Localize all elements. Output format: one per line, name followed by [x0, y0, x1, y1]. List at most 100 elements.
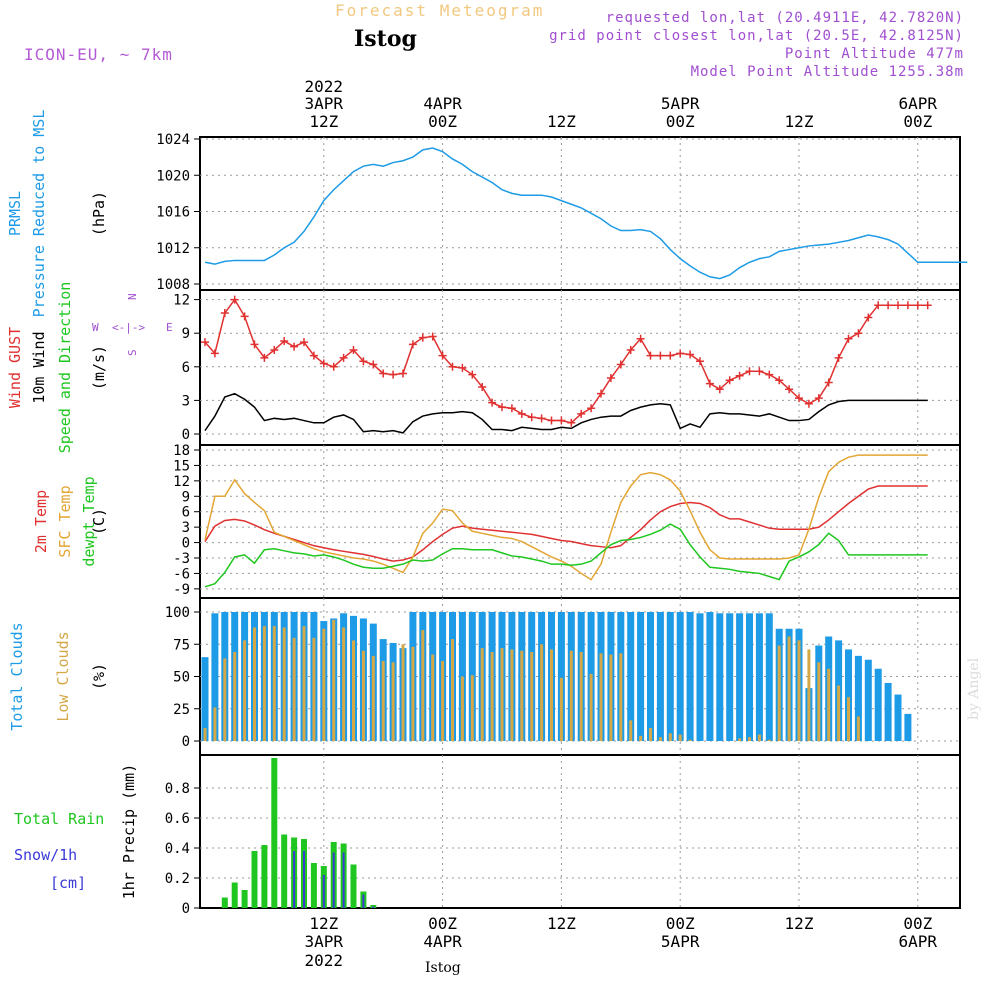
cloud-bar: [656, 612, 664, 741]
cloud-bar: [550, 649, 553, 741]
cloud-bar: [470, 675, 474, 741]
cloud-bar: [569, 650, 573, 741]
cloud-bar: [726, 613, 734, 741]
cloud-bar: [845, 649, 852, 741]
gust-marker: [399, 369, 407, 378]
y-tick-label: 0: [182, 901, 190, 917]
cloud-bar: [696, 613, 704, 741]
gust-marker: [220, 309, 229, 318]
y-axis-label: (C): [90, 508, 108, 535]
cloud-bar: [589, 673, 593, 741]
cloud-bar: [817, 662, 821, 741]
y-tick-label: 9: [182, 489, 190, 505]
gust-marker: [309, 351, 318, 360]
cloud-bar: [381, 661, 385, 741]
gust-marker: [864, 313, 873, 322]
gust-marker: [735, 371, 744, 380]
compass-n: N: [126, 293, 139, 300]
cloud-bar: [874, 668, 882, 741]
cloud-bar: [807, 649, 811, 741]
cloud-bar: [706, 612, 714, 741]
gust-marker: [804, 399, 813, 408]
gust-marker: [834, 353, 843, 362]
cloud-bar: [629, 720, 633, 741]
cloud-bar: [609, 654, 613, 741]
gust-marker: [656, 351, 665, 360]
y-tick-label: 25: [173, 702, 190, 718]
gust-marker: [884, 301, 893, 310]
gust-marker: [646, 351, 655, 360]
time-label: 5APR: [661, 932, 700, 951]
gust-marker: [913, 301, 922, 310]
gust-marker: [567, 418, 576, 427]
cloud-bar: [391, 662, 395, 741]
precip-bar: [322, 875, 325, 908]
cloud-bar: [352, 640, 355, 741]
gust-marker: [775, 376, 784, 385]
cloud-bar: [856, 716, 860, 741]
legend-label: Speed and Direction: [56, 282, 74, 454]
legend-label: Total Clouds: [8, 622, 26, 730]
y-tick-label: 1012: [156, 241, 190, 257]
cloud-bar: [213, 707, 217, 741]
gust-marker: [300, 338, 308, 347]
gust-marker: [824, 378, 833, 387]
gust-marker: [725, 376, 734, 385]
gust-marker: [696, 357, 704, 366]
gust-marker: [577, 409, 586, 418]
cloud-bar: [530, 651, 534, 741]
time-label: 4APR: [423, 94, 462, 113]
gust-marker: [547, 416, 556, 425]
cloud-bar: [282, 627, 286, 741]
gust-marker: [339, 353, 348, 362]
cloud-bar: [787, 636, 791, 741]
cloud-bar: [894, 694, 902, 741]
cloud-bar: [460, 676, 464, 741]
gust-marker: [854, 329, 863, 338]
cloud-bar: [658, 737, 662, 741]
gust-marker: [507, 404, 516, 413]
cloud-bar: [738, 738, 742, 741]
legend-label: Total Rain: [14, 810, 104, 828]
gust-marker: [250, 340, 259, 349]
point-altitude: Point Altitude 477m: [784, 46, 964, 62]
cloud-bar: [904, 713, 912, 741]
gridpoint-coordinates: grid point closest lon,lat (20.5E, 42.81…: [549, 28, 964, 44]
cloud-bar: [302, 626, 306, 741]
cloud-bar: [827, 668, 831, 741]
precip-bar: [251, 851, 258, 908]
gust-marker: [597, 389, 605, 398]
gust-marker: [438, 351, 447, 360]
y-tick-label: 75: [173, 637, 190, 653]
series-line: [204, 147, 968, 280]
y-axis-label: (%): [90, 663, 108, 690]
y-tick-label: 6: [182, 360, 190, 376]
legend-label: Low Clouds: [54, 631, 72, 721]
gust-marker: [686, 350, 695, 359]
y-tick-label: 0.2: [165, 871, 190, 887]
gust-marker: [715, 385, 724, 394]
series-line: [204, 454, 928, 581]
gust-marker: [745, 367, 754, 376]
time-label: 00Z: [666, 914, 695, 933]
gust-marker: [468, 370, 477, 379]
y-tick-label: 0.8: [165, 781, 190, 797]
gust-marker: [379, 369, 388, 378]
precip-bar: [303, 851, 305, 908]
cloud-bar: [559, 677, 563, 741]
cloud-bar: [253, 627, 256, 741]
location-title: Istog: [354, 26, 417, 52]
cloud-bar: [884, 682, 892, 741]
gust-marker: [626, 346, 635, 354]
precip-bar: [281, 834, 288, 908]
gust-marker: [636, 334, 645, 343]
cloud-bar: [847, 697, 850, 741]
cloud-bar: [243, 640, 247, 741]
legend-label: 2m Temp: [32, 490, 50, 553]
y-tick-label: 1008: [156, 277, 190, 293]
watermark: by Angel: [966, 657, 982, 720]
y-tick-label: 100: [165, 605, 190, 621]
gust-marker: [606, 374, 615, 382]
cloud-bar: [668, 733, 672, 741]
